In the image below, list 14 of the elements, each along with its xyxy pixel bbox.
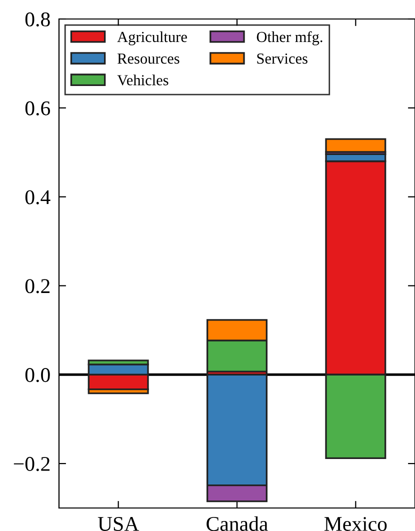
x-tick-label: Mexico — [324, 516, 387, 531]
x-tick-label: Canada — [206, 516, 268, 531]
y-tick-label: 0.2 — [25, 279, 50, 294]
y-tick-label: −0.2 — [14, 456, 50, 472]
legend-label: Agriculture — [117, 31, 187, 46]
legend-label: Services — [257, 53, 308, 64]
y-tick-label: 0.0 — [25, 368, 50, 382]
legend-label: Vehicles — [117, 74, 168, 86]
y-tick-label: 0.6 — [25, 101, 50, 116]
x-tick-label: USA — [98, 516, 140, 531]
y-tick-label: 0.4 — [25, 190, 50, 204]
y-tick-label: 0.8 — [25, 12, 50, 27]
legend-label: Other mfg. — [256, 31, 322, 46]
legend-label: Resources — [117, 54, 180, 64]
